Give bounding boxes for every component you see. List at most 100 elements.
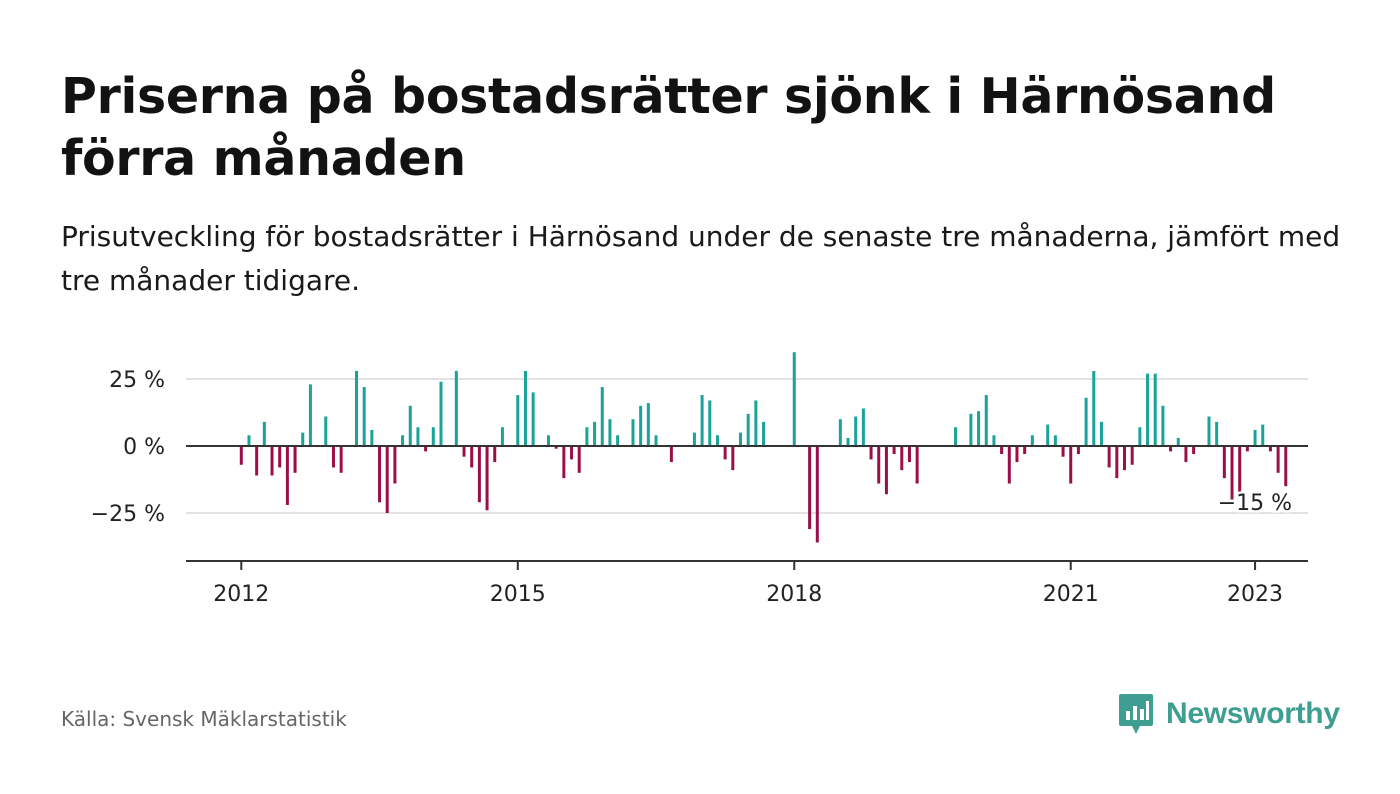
- bar: [884, 446, 888, 495]
- bar: [600, 387, 604, 446]
- bar: [439, 381, 443, 446]
- bar: [470, 446, 474, 468]
- bar: [892, 446, 896, 455]
- bar: [969, 413, 973, 446]
- bar: [262, 421, 266, 446]
- bar: [631, 419, 635, 446]
- y-tick-label: −25 %: [91, 502, 165, 527]
- bar: [531, 392, 535, 446]
- bar: [1245, 446, 1249, 452]
- bar: [900, 446, 904, 471]
- bar: [593, 421, 597, 446]
- bar: [608, 419, 612, 446]
- bar: [247, 435, 251, 446]
- bar: [1276, 446, 1280, 473]
- bar: [754, 400, 758, 446]
- bar: [570, 446, 574, 460]
- bar: [1261, 424, 1265, 446]
- bar: [915, 446, 919, 484]
- bar: [715, 435, 719, 446]
- bar: [301, 432, 305, 446]
- x-tick-label: 2012: [213, 582, 269, 607]
- bar: [854, 416, 858, 446]
- bar: [408, 405, 412, 446]
- bar: [700, 395, 704, 446]
- chart-subtitle: Prisutveckling för bostadsrätter i Härnö…: [61, 220, 1341, 297]
- x-tick-label: 2015: [490, 582, 546, 607]
- bar: [324, 416, 328, 446]
- bars: [239, 352, 1288, 543]
- bar: [984, 395, 988, 446]
- bar: [1230, 446, 1234, 500]
- bar: [1000, 446, 1004, 455]
- bar: [285, 446, 289, 505]
- bar: [378, 446, 382, 503]
- bar: [1053, 435, 1057, 446]
- bar: [739, 432, 742, 446]
- bar: [416, 427, 420, 446]
- brand-name: Newsworthy: [1166, 697, 1340, 730]
- bar: [493, 446, 497, 463]
- bar: [838, 419, 842, 446]
- axes: [186, 445, 1308, 570]
- bar: [500, 427, 504, 446]
- bar: [1284, 446, 1288, 487]
- bar-chart: 25 % 0 % −25 % 2012 2015 2018 2021 2023 −15 %: [91, 352, 1308, 607]
- bar: [293, 446, 297, 473]
- bar: [477, 446, 481, 503]
- y-tick-label: 25 %: [109, 368, 165, 393]
- x-tick-label: 2021: [1043, 582, 1099, 607]
- bar: [708, 400, 712, 446]
- chart-title: Priserna på bostadsrätter sjönk i Härnös…: [61, 68, 1276, 187]
- bar: [308, 384, 312, 446]
- bar: [462, 446, 466, 457]
- bar: [846, 437, 850, 446]
- last-value-label: −15 %: [1218, 491, 1292, 516]
- x-tick-label: 2018: [766, 582, 822, 607]
- newsworthy-logo-icon: [1119, 694, 1153, 734]
- bar: [1007, 446, 1011, 484]
- bar: [401, 435, 405, 446]
- bar: [1115, 446, 1119, 479]
- bar: [1130, 446, 1134, 465]
- bar: [1023, 446, 1027, 455]
- bar: [339, 446, 343, 473]
- bar: [1238, 446, 1242, 495]
- bar: [424, 446, 428, 452]
- bar: [1184, 446, 1188, 463]
- bar: [1153, 373, 1157, 446]
- bar: [1015, 446, 1019, 463]
- bar: [977, 411, 981, 446]
- bar: [1268, 446, 1272, 452]
- bar: [523, 370, 527, 446]
- bar: [616, 435, 620, 446]
- bar: [654, 435, 658, 446]
- brand-logo[interactable]: Newsworthy: [1118, 690, 1340, 738]
- bar: [1138, 427, 1142, 446]
- bar: [1192, 446, 1196, 455]
- bar: [723, 446, 727, 460]
- bar: [1215, 421, 1219, 446]
- bar: [877, 446, 881, 484]
- bar: [1084, 397, 1088, 446]
- bar: [1076, 446, 1080, 455]
- bar: [355, 370, 358, 446]
- bar: [331, 446, 335, 468]
- bar: [1222, 446, 1226, 479]
- bar: [485, 446, 489, 511]
- bar: [762, 421, 766, 446]
- bar: [1146, 373, 1150, 446]
- bar: [746, 413, 750, 446]
- bar: [585, 427, 589, 446]
- source-note: Källa: Svensk Mäklarstatistik: [61, 707, 347, 731]
- bar: [547, 435, 550, 446]
- bar: [692, 432, 696, 446]
- gridlines: [186, 378, 1308, 514]
- x-axis-labels: 2012 2015 2018 2021 2023: [213, 582, 1283, 607]
- bar: [393, 446, 397, 484]
- bar: [1092, 370, 1096, 446]
- bar: [954, 427, 958, 446]
- bar: [1253, 429, 1257, 446]
- y-tick-label: 0 %: [123, 435, 165, 460]
- bar: [370, 429, 374, 446]
